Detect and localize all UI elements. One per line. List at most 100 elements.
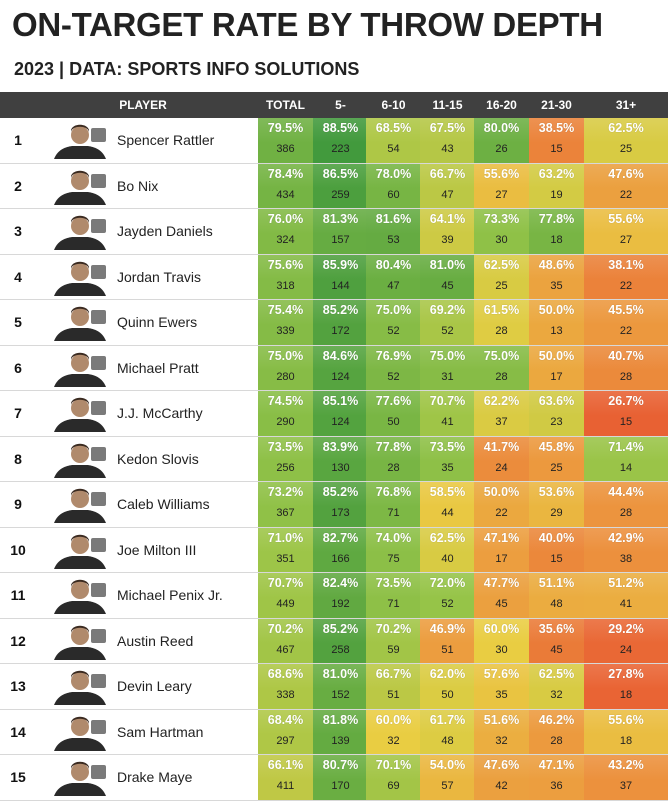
rate-value: 62.5% [483,257,520,272]
rank-label: 11 [10,587,26,603]
attempt-count: 17 [550,370,563,383]
rate-value: 77.8% [538,212,575,226]
table-row: 4 Jordan Travis 75.6% 318 85.9% 144 80.4% 47 81.… [0,254,668,300]
rank-label: 13 [10,678,26,694]
rate-value: 73.5% [375,576,412,590]
rate-value: 85.9% [322,257,359,272]
attempt-count: 157 [331,234,350,246]
rank-label: 4 [14,268,22,285]
tulane-logo [91,355,106,370]
rank-label: 3 [14,223,22,239]
rate-cell: 73.5% 71 [366,573,421,618]
attempt-count: 57 [441,780,454,792]
attempt-count: 35 [550,279,563,292]
player-name: Joe Milton III [117,541,197,558]
rate-cell: 50.0% 13 [529,300,584,345]
rate-cell: 61.5% 28 [474,300,529,345]
attempt-count: 258 [331,643,350,656]
rate-cell: 64.1% 39 [420,209,475,254]
rate-cell: 88.5% 223 [313,118,368,163]
rate-cell: 77.6% 50 [366,391,421,436]
attempt-count: 54 [387,143,400,155]
rate-cell: 67.5% 43 [420,118,475,163]
attempt-count: 297 [276,734,295,747]
rate-cell: 74.0% 75 [366,527,421,572]
rate-cell: 27.8% 18 [584,664,668,709]
rate-value: 75.0% [267,348,304,363]
table-row: 11 Michael Penix Jr. 70.7% 449 82.4% 192 73.5%… [0,573,668,619]
player-headshot [52,668,108,705]
oregon-logo [91,173,106,188]
rate-value: 66.7% [375,667,412,681]
attempt-count: 27 [619,234,633,246]
attempt-count: 367 [276,507,295,519]
rate-cell: 80.0% 26 [474,118,529,163]
rank-label: 2 [14,177,22,194]
attempt-count: 25 [495,279,508,292]
player-name: Michael Pratt [117,359,199,376]
attempt-count: 28 [619,370,633,383]
attempt-count: 166 [331,552,350,565]
rate-value: 43.2% [608,758,644,772]
attempt-count: 22 [619,188,633,201]
rate-cell: 81.0% 45 [420,254,475,299]
rate-value: 47.6% [608,166,644,181]
rate-value: 86.5% [322,166,359,181]
rate-value: 54.0% [429,758,466,772]
rate-cell: 82.7% 166 [313,527,368,572]
rate-cell: 70.2% 59 [366,618,421,663]
table-row: 1 Spencer Rattler 79.5% 386 88.5% 223 68.5% 54 6… [0,118,668,164]
attempt-count: 40 [441,552,454,565]
player-headshot [52,622,108,660]
rate-cell: 82.4% 192 [313,573,368,618]
attempt-count: 467 [276,643,295,656]
rate-value: 73.5% [267,439,304,454]
rate-cell: 55.6% 27 [474,163,529,208]
attempt-count: 50 [387,416,400,428]
chart-subtitle: 2023 | DATA: SPORTS INFO SOLUTIONS [14,59,360,79]
rate-cell: 55.6% 27 [584,209,668,254]
attempt-count: 44 [441,507,454,519]
rate-value: 74.5% [267,394,304,408]
rate-cell: 38.1% 22 [584,254,668,299]
attempt-count: 338 [276,689,295,701]
attempt-count: 35 [495,689,508,701]
attempt-count: 339 [276,325,295,337]
rate-value: 26.7% [608,394,644,408]
rate-value: 41.7% [483,439,520,454]
rate-cell: 80.4% 47 [366,254,421,299]
player-name: Drake Maye [117,769,193,785]
rate-value: 47.7% [483,576,520,590]
rate-value: 66.7% [429,166,466,181]
attempt-count: 351 [276,552,295,565]
rate-cell: 53.6% 29 [529,482,584,527]
rate-value: 70.1% [375,758,412,772]
rate-value: 75.4% [267,303,304,317]
attempt-count: 41 [619,598,633,610]
kentucky-logo [91,674,106,688]
western-kentucky-logo [91,628,106,643]
rate-cell: 73.3% 30 [474,209,529,254]
rate-cell: 47.6% 42 [474,755,529,800]
attempt-count: 256 [276,461,295,474]
attempt-count: 42 [495,780,508,792]
rate-value: 50.0% [538,303,575,317]
texas-logo [91,310,106,324]
rate-value: 29.2% [608,621,644,636]
rate-value: 63.2% [538,166,575,181]
player-headshot [52,304,108,341]
attempt-count: 124 [331,370,350,383]
florida-state-logo [91,264,106,279]
rate-value: 81.3% [322,212,359,226]
attempt-count: 37 [495,416,508,428]
rate-cell: 73.2% 367 [258,482,313,527]
rate-value: 73.2% [267,485,304,499]
rate-value: 85.2% [322,303,359,317]
rate-value: 70.7% [267,576,304,590]
rate-value: 68.6% [267,667,304,681]
rate-value: 38.1% [608,257,644,272]
rank-label: 9 [14,496,22,512]
rank-label: 12 [10,632,26,649]
rate-cell: 72.0% 52 [420,573,475,618]
rate-value: 45.5% [608,303,644,317]
